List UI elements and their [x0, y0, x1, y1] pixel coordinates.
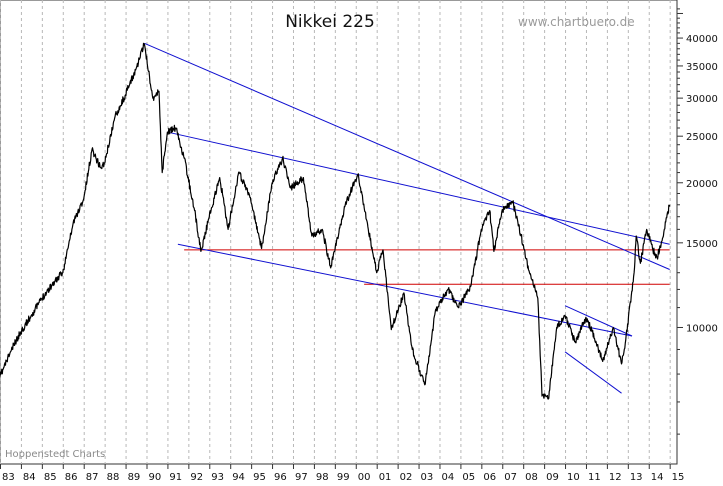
trend-line [177, 243, 633, 337]
trend-line [564, 305, 633, 337]
x-tick-label: 00 [358, 472, 371, 483]
x-tick-label: 09 [546, 472, 559, 483]
x-tick-label: 06 [483, 472, 496, 483]
credit-label: Hoppenstedt Charts [5, 449, 105, 460]
x-tick-label: 10 [567, 472, 580, 483]
x-tick-label: 14 [651, 472, 664, 483]
x-tick-label: 89 [128, 472, 141, 483]
x-tick-label: 07 [504, 472, 517, 483]
trend-line [564, 351, 622, 394]
trend-line [167, 131, 670, 245]
x-tick-label: 91 [169, 472, 182, 483]
x-axis: 83 84 85 86 87 88 89 90 91 92 93 94 95 96 97 98 99 00 01 02… [0, 464, 685, 483]
x-tick-label: 04 [441, 472, 454, 483]
y-tick-label: 25000 [686, 132, 718, 143]
y-tick-label: 35000 [686, 62, 718, 73]
x-tick-label: 96 [274, 472, 287, 483]
x-tick-label: 85 [44, 472, 57, 483]
y-tick-label: 20000 [686, 179, 718, 190]
x-tick-label: 93 [211, 472, 224, 483]
x-tick-label: 97 [295, 472, 308, 483]
x-tick-label: 02 [400, 472, 413, 483]
series-layer [0, 42, 671, 400]
y-tick-label: 30000 [686, 94, 718, 105]
chart-title: Nikkei 225 [285, 12, 375, 32]
x-tick-label: 95 [253, 472, 266, 483]
x-tick-label: 86 [65, 472, 78, 483]
x-tick-label: 01 [379, 472, 392, 483]
x-tick-label: 15 [672, 472, 685, 483]
x-tick-label: 99 [337, 472, 350, 483]
x-tick-label: 87 [86, 472, 99, 483]
y-tick-label: 40000 [686, 34, 718, 45]
source-label: www.chartbuero.de [518, 15, 635, 29]
x-tick-label: 98 [316, 472, 329, 483]
x-tick-label: 11 [588, 472, 601, 483]
price-series-line [0, 42, 671, 400]
y-axis: 10000 15000 20000 25000 30000 35000 40000 [677, 8, 718, 435]
x-tick-label: 90 [148, 472, 161, 483]
x-tick-label: 94 [232, 472, 245, 483]
x-tick-label: 84 [23, 472, 36, 483]
x-tick-label: 12 [609, 472, 622, 483]
x-tick-label: 92 [190, 472, 203, 483]
y-tick-label: 15000 [686, 239, 718, 250]
trend-line [144, 42, 670, 270]
x-tick-label: 83 [2, 472, 15, 483]
reference-lines-layer [144, 42, 670, 394]
x-tick-label: 05 [462, 472, 475, 483]
x-tick-label: 13 [630, 472, 643, 483]
y-tick-label: 10000 [686, 323, 718, 334]
x-tick-label: 03 [421, 472, 434, 483]
x-tick-label: 88 [107, 472, 120, 483]
plot-frame [0, 0, 678, 465]
grid-layer [0, 0, 671, 464]
x-tick-label: 08 [525, 472, 538, 483]
